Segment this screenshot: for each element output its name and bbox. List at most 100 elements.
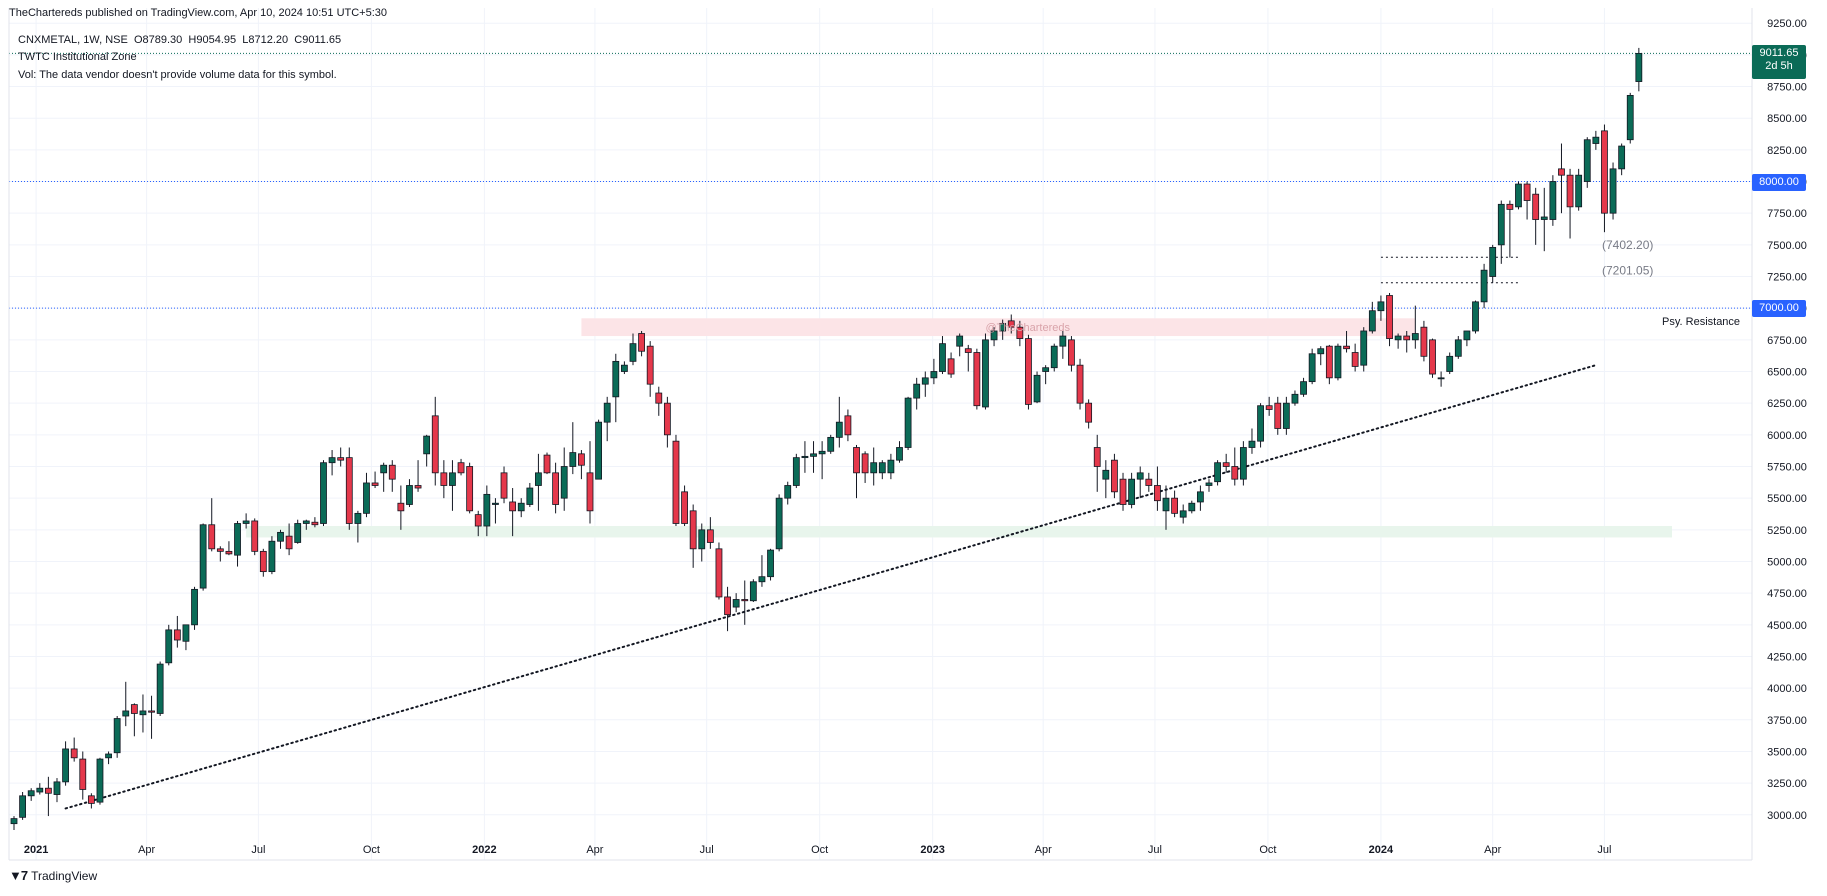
- candle: [1007, 314, 1015, 334]
- candle: [277, 529, 284, 549]
- candle: [165, 624, 173, 666]
- candle: [1317, 346, 1325, 366]
- candle-body: [749, 581, 757, 602]
- candle-body: [767, 549, 774, 578]
- candle: [1231, 447, 1239, 486]
- candle: [1325, 344, 1333, 385]
- candle: [698, 523, 706, 562]
- candle-body: [70, 748, 78, 759]
- candle: [79, 751, 87, 800]
- symbol-name[interactable]: CNXMETAL, 1W, NSE: [18, 34, 128, 46]
- candle-body: [1257, 405, 1264, 442]
- candle-body: [337, 457, 345, 461]
- candle: [328, 450, 336, 476]
- candle-body: [878, 462, 886, 474]
- candle-body: [578, 453, 585, 466]
- candle: [904, 396, 912, 451]
- candle: [36, 783, 44, 795]
- candle-body: [1007, 320, 1015, 328]
- candle-body: [1068, 339, 1075, 366]
- candle-body: [1154, 485, 1161, 502]
- candle: [182, 624, 190, 651]
- candle-body: [1626, 94, 1634, 141]
- candle-body: [457, 462, 465, 474]
- candle-body: [1231, 466, 1239, 480]
- candle: [1489, 244, 1497, 283]
- candle-body: [87, 795, 95, 804]
- candle-body: [363, 482, 370, 514]
- candle: [354, 510, 362, 543]
- candle: [1377, 295, 1385, 321]
- candle: [724, 586, 731, 632]
- candle-body: [199, 524, 207, 589]
- candle-body: [388, 464, 396, 480]
- candle: [1532, 187, 1540, 245]
- candle: [1601, 124, 1608, 233]
- candle-body: [1480, 269, 1488, 303]
- candle: [569, 422, 577, 475]
- candle: [990, 327, 998, 347]
- x-tick-label: Oct: [1259, 844, 1276, 856]
- candle: [715, 542, 723, 600]
- candle: [199, 523, 207, 591]
- candle: [681, 485, 688, 527]
- candle: [1592, 130, 1600, 150]
- candle: [887, 453, 895, 480]
- candle-body: [973, 352, 981, 407]
- candle-body: [939, 343, 946, 372]
- candle-body: [1351, 352, 1359, 367]
- candle-body: [1437, 377, 1445, 380]
- candle: [1334, 343, 1342, 381]
- candles: [10, 47, 1643, 830]
- candle: [242, 513, 250, 529]
- candle-body: [1592, 136, 1600, 144]
- candle: [294, 519, 302, 544]
- candle-body: [500, 472, 508, 499]
- level-8000-tag: 8000.00: [1752, 173, 1806, 191]
- x-tick-label: 2022: [472, 844, 496, 856]
- candle: [749, 579, 757, 603]
- tradingview-brand[interactable]: ▼7 TradingView: [9, 868, 97, 883]
- candle-body: [1377, 301, 1385, 312]
- candle-body: [792, 457, 800, 486]
- candle: [1248, 428, 1256, 454]
- candle-body: [689, 510, 697, 550]
- candle: [1558, 143, 1565, 214]
- candle: [1128, 472, 1136, 509]
- candle-body: [586, 472, 594, 512]
- candle-body: [423, 435, 431, 455]
- candle: [517, 498, 525, 518]
- candle-body: [1454, 339, 1462, 357]
- candle: [999, 319, 1007, 340]
- candle-body: [1558, 168, 1565, 176]
- candle-body: [1360, 330, 1368, 366]
- candle: [629, 333, 637, 366]
- candle-body: [371, 482, 379, 486]
- candle-body: [466, 466, 474, 512]
- candle: [560, 447, 568, 511]
- candle-body: [1497, 203, 1505, 246]
- candle-body: [113, 718, 121, 754]
- candle: [620, 361, 628, 375]
- indicator-legend[interactable]: TWTC Institutional Zone: [18, 51, 137, 63]
- candle: [449, 460, 456, 511]
- candle-body: [268, 540, 276, 573]
- candle: [956, 333, 964, 357]
- candle-body: [509, 501, 517, 512]
- candle-body: [1394, 335, 1402, 341]
- candle-body: [603, 402, 611, 423]
- candle-body: [208, 524, 216, 550]
- candle: [1059, 330, 1067, 359]
- candle-body: [999, 322, 1007, 332]
- candle: [543, 452, 551, 475]
- candle-body: [1248, 440, 1256, 448]
- candle-body: [1334, 345, 1342, 379]
- candle-body: [1076, 364, 1084, 404]
- support-zone: [246, 526, 1672, 538]
- candle-body: [543, 454, 551, 474]
- candle-body: [990, 330, 998, 341]
- gap-upper-label: (7402.20): [1602, 238, 1653, 252]
- candle-body: [122, 710, 130, 717]
- candle-body: [1386, 295, 1393, 339]
